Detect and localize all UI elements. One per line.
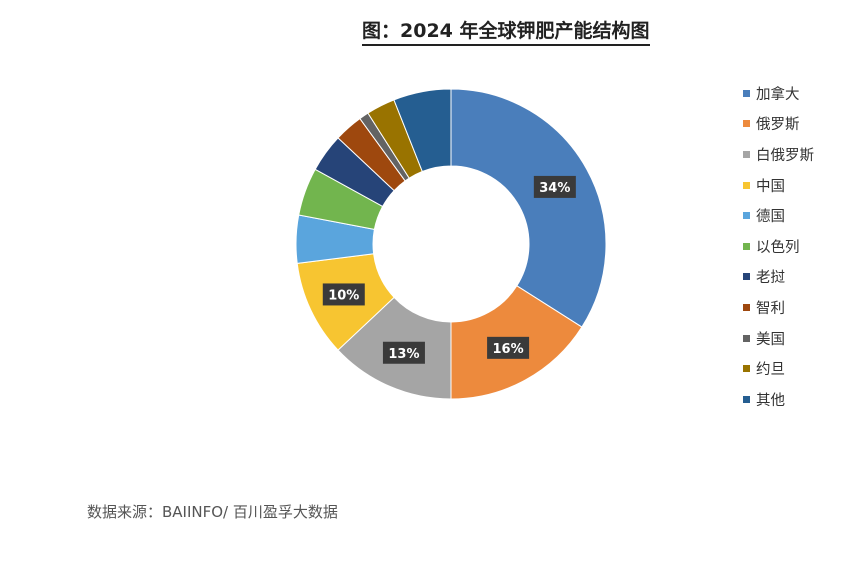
legend-label: 美国 [756,331,785,348]
legend-swatch [743,150,750,158]
legend-label: 约旦 [756,362,785,379]
legend-swatch [743,395,750,403]
donut-slice [393,88,452,173]
chart-title: 图：2024 年全球钾肥产能结构图 [362,16,650,46]
legend-item: 以色列 [743,231,814,262]
legend-swatch [743,120,750,128]
chart-legend: 加拿大俄罗斯白俄罗斯中国德国以色列老挝智利美国约旦其他 [743,78,814,415]
legend-swatch [743,273,750,281]
legend-item: 美国 [743,323,814,354]
legend-label: 中国 [756,178,785,195]
legend-swatch [743,365,750,373]
slice-data-label: 16% [487,336,530,359]
legend-swatch [743,242,750,250]
legend-item: 俄罗斯 [743,109,814,140]
legend-swatch [743,89,750,97]
legend-item: 智利 [743,292,814,323]
legend-label: 老挝 [756,270,785,287]
slice-label-text: 16% [493,342,524,357]
slice-label-text: 10% [328,288,359,303]
source-note: 数据来源：BAIINFO/ 百川盈孚大数据 [87,503,338,521]
legend-label: 加拿大 [756,86,800,103]
legend-label: 以色列 [756,239,800,256]
slice-data-label: 13% [382,341,425,364]
legend-swatch [743,303,750,311]
slice-data-label: 34% [533,175,576,198]
slice-label-text: 34% [539,181,570,196]
legend-item: 老挝 [743,262,814,293]
legend-label: 俄罗斯 [756,117,800,134]
slice-label-text: 13% [388,347,419,362]
legend-swatch [743,212,750,220]
legend-item: 中国 [743,170,814,201]
legend-label: 智利 [756,300,785,317]
donut-slice [450,88,607,328]
legend-item: 加拿大 [743,78,814,109]
legend-swatch [743,334,750,342]
legend-label: 德国 [756,209,785,226]
legend-label: 其他 [756,392,785,409]
legend-swatch [743,181,750,189]
legend-label: 白俄罗斯 [756,147,814,164]
legend-item: 德国 [743,200,814,231]
legend-item: 其他 [743,384,814,415]
legend-item: 白俄罗斯 [743,139,814,170]
slice-data-label: 10% [322,283,365,306]
legend-item: 约旦 [743,353,814,384]
